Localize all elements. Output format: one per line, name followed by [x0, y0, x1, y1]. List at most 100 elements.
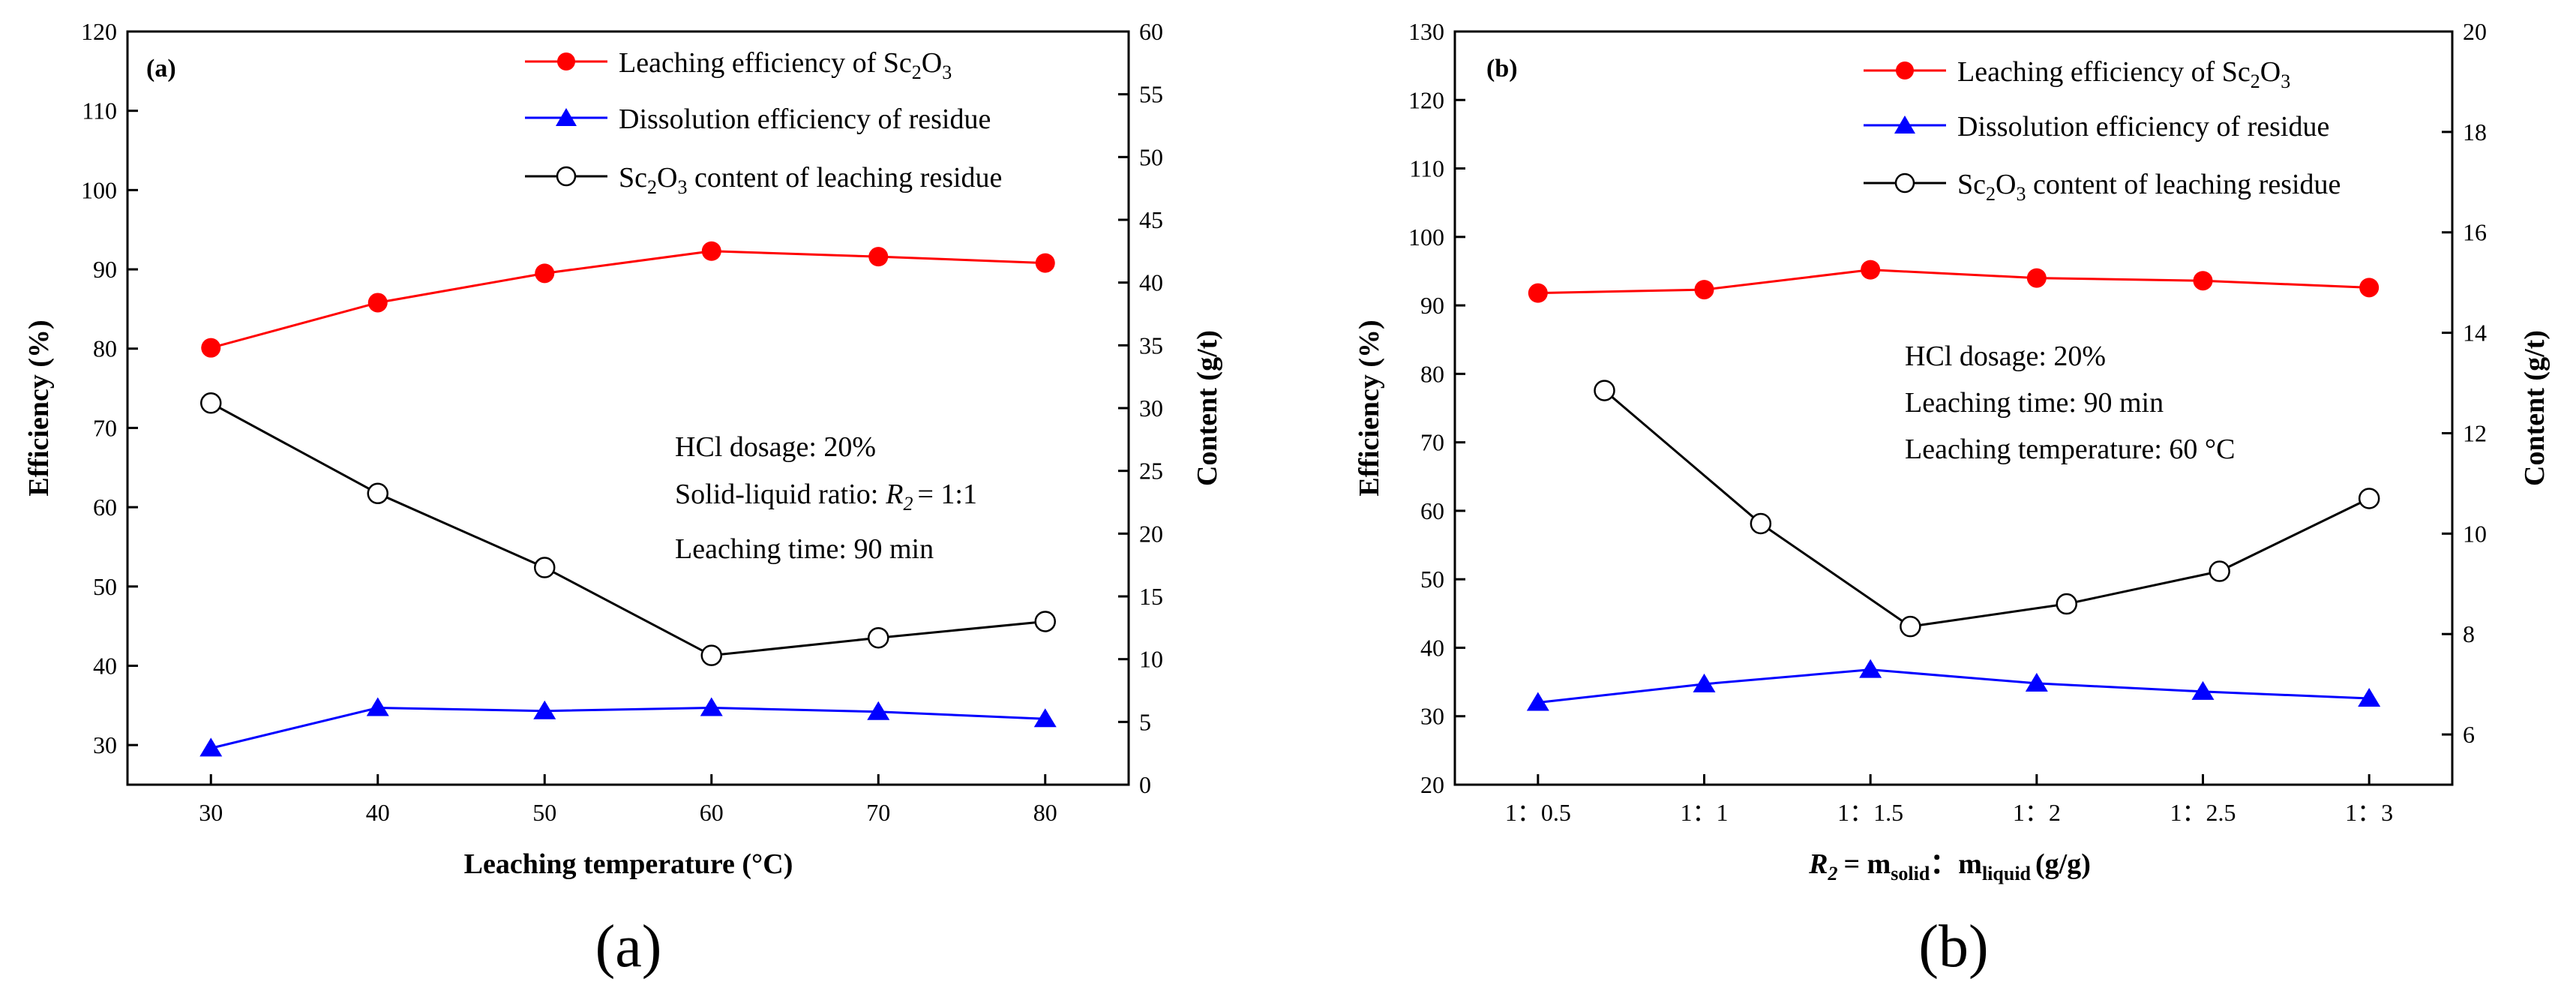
data-point-2-b: [1900, 615, 1921, 638]
series-line-1-b: [1537, 668, 2370, 704]
data-point-0-b: [2026, 268, 2047, 288]
data-point-2-a: [700, 644, 722, 666]
legend-label-dissolution-a: Dissolution efficiency of residue: [619, 104, 991, 135]
legend-marker-red-a: [557, 53, 575, 71]
y2-tick-label-b: 10: [2463, 520, 2487, 547]
data-point-2-a: [200, 392, 222, 414]
annotation-hcl-b: HCl dosage: 20%: [1905, 341, 2106, 372]
legend-label-leaching-a: Leaching efficiency of Sc2O3: [619, 47, 952, 83]
x-tick-label-a: 60: [700, 799, 724, 826]
y-tick-label-b: 30: [1420, 703, 1444, 730]
y-tick-label-a: 30: [93, 731, 117, 758]
y-tick-label-a: 70: [93, 414, 117, 441]
y-tick-label-b: 90: [1420, 292, 1444, 319]
data-point-0-a: [1035, 253, 1055, 273]
y-tick-label-b: 50: [1420, 566, 1444, 593]
chart-panel-a: 30 40 50 60 70 80 90 100 110 120 0 5 10 15 20 25 30 35 40 4…: [23, 18, 1223, 980]
data-point-1-b: [2358, 687, 2381, 707]
data-point-1-a: [867, 701, 890, 720]
data-point-1-a: [366, 697, 389, 716]
chart-panel-b: 20 30 40 50 60 70 80 90 100 110 120 130 6 8 10 12 14 16 18…: [1354, 18, 2551, 980]
y-tick-label-b: 100: [1408, 224, 1444, 251]
data-point-0-a: [701, 241, 721, 261]
data-point-2-a: [1034, 611, 1056, 632]
data-point-1-b: [2191, 680, 2215, 700]
legend-label-leaching-b: Leaching efficiency of Sc2O3: [1957, 56, 2290, 92]
y-tick-label-b: 40: [1420, 634, 1444, 661]
legend-marker-blue-a: [556, 108, 577, 126]
y-tick-label-a: 90: [93, 256, 117, 283]
data-point-0-b: [1861, 260, 1881, 280]
y2-tick-label-a: 55: [1139, 81, 1163, 108]
data-point-1-a: [1033, 708, 1057, 728]
series-line-1-a: [210, 706, 1045, 749]
y-tick-label-b: 80: [1420, 360, 1444, 387]
y2-tick-label-a: 25: [1139, 458, 1163, 485]
plot-frame-b: [1453, 30, 2454, 786]
y2-axis-label-b: Content (g/t): [2519, 330, 2551, 486]
data-point-0-a: [868, 247, 889, 267]
y2-tick-label-b: 8: [2463, 620, 2475, 647]
y2-tick-label-a: 20: [1139, 520, 1163, 547]
series-group-a: [199, 241, 1057, 757]
y2-tick-label-a: 10: [1139, 646, 1163, 673]
x-tick-label-b: 1：3: [2345, 799, 2393, 826]
legend-label-dissolution-b: Dissolution efficiency of residue: [1957, 111, 2329, 143]
caption-a: (a): [595, 914, 662, 980]
x-axis-label-b: R2 = msolid：mliquid (g/g): [1808, 848, 2091, 884]
data-point-0-b: [1528, 283, 1548, 303]
series-line-2-b: [1603, 389, 2370, 628]
y2-tick-label-a: 45: [1139, 206, 1163, 233]
y-tick-label-b: 60: [1420, 497, 1444, 524]
data-point-1-a: [199, 737, 223, 757]
x-tick-label-b: 1：1: [1680, 799, 1728, 826]
x-tick-label-b: 1：2.5: [2170, 799, 2236, 826]
annotation-hcl-a: HCl dosage: 20%: [675, 431, 876, 463]
axis-ticks-a: 30 40 50 60 70 80 90 100 110 120 0 5 10 15 20 25 30 35 40 4…: [81, 18, 1163, 826]
annotation-time-a: Leaching time: 90 min: [675, 533, 934, 565]
y-tick-label-a: 80: [93, 335, 117, 362]
y2-tick-label-b: 16: [2463, 219, 2487, 246]
y-tick-label-b: 70: [1420, 429, 1444, 456]
series-line-0-a: [210, 250, 1045, 350]
x-tick-label-a: 50: [532, 799, 556, 826]
series-line-0-b: [1537, 269, 2370, 295]
data-point-2-b: [1750, 512, 1772, 535]
data-point-1-b: [1859, 659, 1882, 678]
data-point-1-b: [2025, 672, 2048, 692]
legend-a: Leaching efficiency of Sc2O3 Dissolution…: [525, 47, 1002, 198]
x-tick-label-a: 70: [866, 799, 890, 826]
data-point-0-a: [367, 293, 388, 313]
y2-tick-label-b: 6: [2463, 721, 2475, 748]
data-point-1-b: [1526, 692, 1549, 711]
y2-tick-label-a: 0: [1139, 771, 1151, 798]
legend-b: Leaching efficiency of Sc2O3 Dissolution…: [1864, 56, 2341, 205]
y-axis-label-b: Efficiency (%): [1354, 320, 1385, 496]
annotation-time-b: Leaching time: 90 min: [1905, 387, 2164, 419]
data-point-2-b: [1594, 380, 1615, 401]
y-tick-label-b: 130: [1408, 18, 1444, 45]
legend-marker-red-b: [1896, 62, 1914, 80]
data-point-1-a: [533, 700, 556, 719]
y-axis-label-a: Efficiency (%): [23, 320, 55, 496]
y2-tick-label-a: 50: [1139, 143, 1163, 170]
caption-b: (b): [1918, 914, 1988, 980]
y2-tick-label-b: 18: [2463, 119, 2487, 146]
legend-label-content-a: Sc2O3 content of leaching residue: [619, 162, 1002, 198]
y-tick-label-a: 100: [81, 176, 117, 203]
legend-label-content-b: Sc2O3 content of leaching residue: [1957, 169, 2341, 205]
data-point-2-a: [868, 626, 889, 649]
data-point-0-b: [1694, 280, 1714, 300]
y2-tick-label-a: 60: [1139, 18, 1163, 45]
y-tick-label-a: 120: [81, 18, 117, 45]
x-axis-label-a: Leaching temperature (°C): [464, 848, 793, 880]
x-tick-label-a: 40: [366, 799, 390, 826]
data-point-2-a: [367, 482, 388, 505]
y2-tick-label-a: 35: [1139, 332, 1163, 359]
y2-tick-label-b: 20: [2463, 18, 2487, 45]
plot-frame-a: [126, 30, 1130, 786]
panel-label-b: (b): [1486, 55, 1518, 83]
annotation-temp-b: Leaching temperature: 60 °C: [1905, 434, 2235, 465]
series-group-b: [1526, 260, 2381, 711]
